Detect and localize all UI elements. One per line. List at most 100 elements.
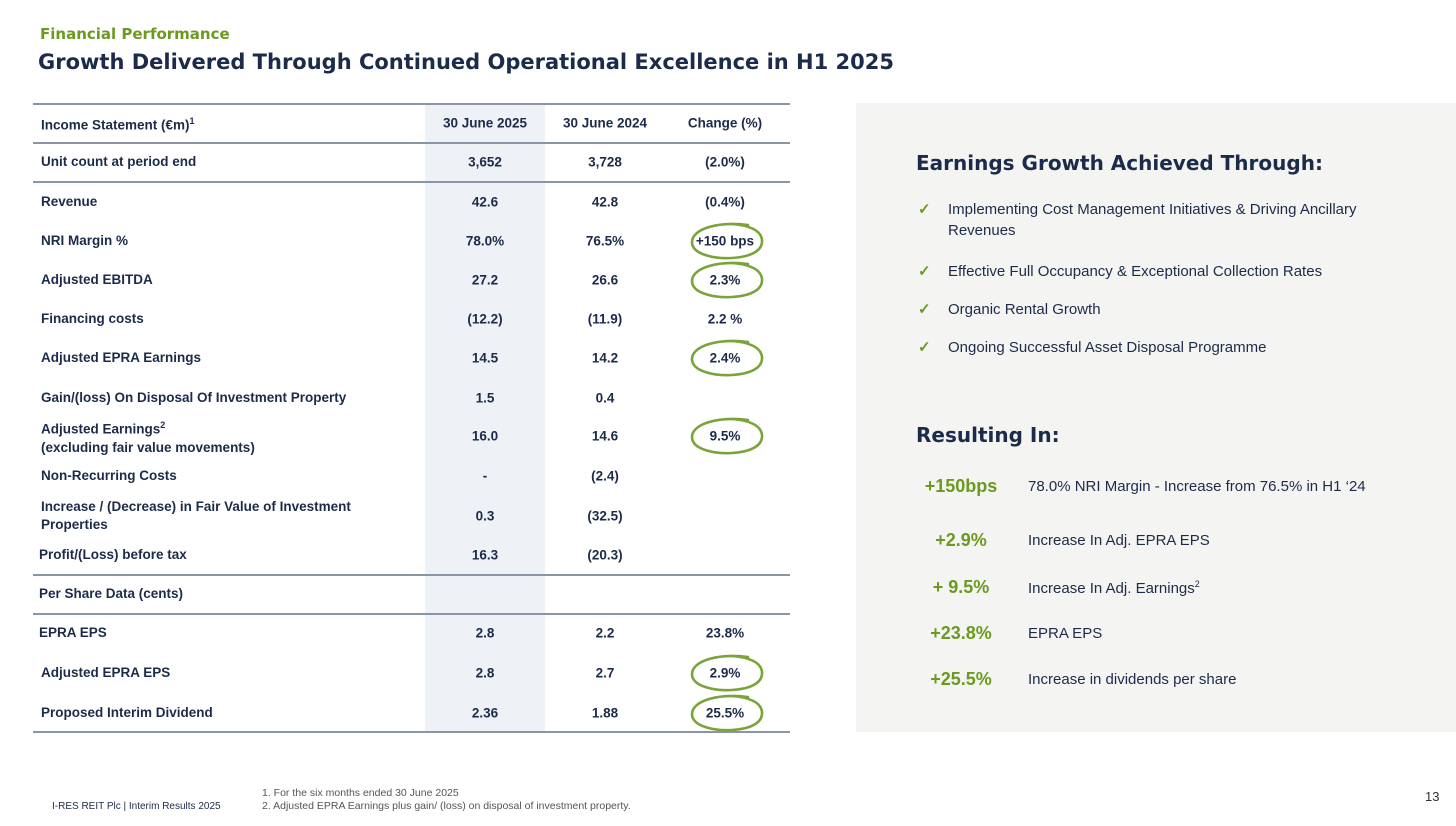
divider [33,142,790,144]
result-desc: EPRA EPS [1028,625,1103,642]
value-2024: 1.88 [591,705,619,721]
value-2025: 27.2 [471,272,499,288]
header-2025: 30 June 2025 [442,115,528,131]
value-2025: 3,652 [468,154,502,170]
result-value: +25.5% [930,669,992,689]
table-row: Adjusted Earnings2 (excluding fair value … [33,417,790,455]
divider [33,181,790,183]
result-desc: 78.0% NRI Margin - Increase from 76.5% i… [1028,478,1366,495]
check-icon: ✓ [918,263,931,280]
footer-company: I-RES REIT Plc | Interim Results 2025 [52,801,221,812]
value-2025: 1.5 [475,390,495,406]
row-label-line2: (excluding fair value movements) [41,439,255,455]
table-row: Proposed Interim Dividend 2.36 1.88 25.5… [33,694,790,732]
footnote: 2. Adjusted EPRA Earnings plus gain/ (lo… [262,800,631,812]
row-label: Profit/(Loss) before tax [39,547,187,562]
value-2025: 16.0 [471,428,499,444]
row-label: Proposed Interim Dividend [41,705,213,720]
divider [33,103,790,105]
table-row: Financing costs (12.2) (11.9) 2.2 % [33,301,790,337]
bullet-text: Organic Rental Growth [948,301,1101,318]
value-2024: 42.8 [591,194,619,210]
check-icon: ✓ [918,201,931,218]
row-label: EPRA EPS [39,625,107,640]
header-label: Income Statement (€m) [41,117,190,133]
table-row: Non-Recurring Costs - (2.4) [33,458,790,494]
bullet-text: Implementing Cost Management Initiatives… [948,201,1357,239]
value-change: 9.5% [709,428,741,444]
result-item: +25.5% Increase in dividends per share [916,669,1456,693]
highlight-circle-icon [690,694,764,732]
row-label: Adjusted EPRA Earnings [41,350,202,365]
header-2024: 30 June 2024 [562,115,648,131]
row-label: Adjusted EBITDA [41,272,153,287]
result-desc: Increase in dividends per share [1028,671,1237,688]
value-2025: 16.3 [471,547,499,563]
value-2024: 2.2 [595,625,615,641]
highlight-circle-icon [690,222,764,260]
row-label: Financing costs [41,311,144,326]
value-2024: (20.3) [587,547,623,563]
table-row: NRI Margin % 78.0% 76.5% +150 bps [33,222,790,260]
value-change: +150 bps [695,233,755,249]
bullet-text: Effective Full Occupancy & Exceptional C… [948,263,1323,280]
row-label: Adjusted Earnings [41,421,161,437]
result-value: +150bps [924,476,998,496]
value-2024: 76.5% [585,233,625,249]
table-row: Increase / (Decrease) in Fair Value of I… [33,498,790,534]
value-2025: - [482,468,488,484]
table-row: Unit count at period end 3,652 3,728 (2.… [33,144,790,180]
value-2025: 2.36 [471,705,499,721]
value-2025: 78.0% [465,233,505,249]
divider [33,731,790,733]
summary-panel: Earnings Growth Achieved Through: ✓ Imple… [856,103,1456,732]
value-2025: (12.2) [467,311,503,327]
table-row: Gain/(loss) On Disposal Of Investment Pr… [33,380,790,416]
value-change: 2.4% [709,350,741,366]
highlight-circle-icon [690,339,764,377]
value-change: 25.5% [705,705,745,721]
value-2024: 0.4 [595,390,615,406]
result-item: + 9.5% Increase In Adj. Earnings2 [916,577,1456,601]
row-label-line2: Properties [41,517,108,532]
table-row: Adjusted EBITDA 27.2 26.6 2.3% [33,261,790,299]
row-label: Increase / (Decrease) in Fair Value of I… [41,499,351,514]
value-2024: (11.9) [587,311,623,327]
value-2025: 0.3 [475,508,495,524]
value-2025: 42.6 [471,194,499,210]
header-change: Change (%) [687,115,763,131]
footnotes: 1. For the six months ended 30 June 2025… [262,787,631,813]
table-row: Revenue 42.6 42.8 (0.4%) [33,184,790,220]
result-heading: Resulting In: [916,423,1060,447]
result-desc: Increase In Adj. EPRA EPS [1028,532,1210,549]
value-change: (2.0%) [705,154,745,170]
check-icon: ✓ [918,339,931,356]
highlight-circle-icon [690,261,764,299]
page-number: 13 [1425,789,1440,804]
check-icon: ✓ [918,301,931,318]
highlight-circle-icon [690,654,764,692]
result-item: +150bps 78.0% NRI Margin - Increase from … [916,476,1456,500]
growth-heading: Earnings Growth Achieved Through: [916,151,1323,175]
value-2024: 2.7 [595,665,615,681]
bullet-text: Ongoing Successful Asset Disposal Progra… [948,339,1267,356]
divider [33,574,790,576]
row-label: Per Share Data (cents) [39,586,184,601]
table-row: Per Share Data (cents) [33,576,790,612]
value-change: 23.8% [705,625,745,641]
highlight-circle-icon [690,417,764,455]
highlight-column [425,103,545,731]
result-item: +23.8% EPRA EPS [916,623,1456,647]
result-value: +23.8% [930,623,992,643]
value-change: 2.3% [709,272,741,288]
value-2024: 14.2 [591,350,619,366]
row-label: Revenue [41,194,98,209]
value-2025: 2.8 [475,665,495,681]
value-change: 2.2 % [707,311,743,327]
page-title: Growth Delivered Through Continued Opera… [38,50,895,74]
row-label: Non-Recurring Costs [41,468,177,483]
row-label: NRI Margin % [41,233,129,248]
table-row: EPRA EPS 2.8 2.2 23.8% [33,615,790,651]
value-2024: (2.4) [591,468,619,484]
value-change: 2.9% [709,665,741,681]
